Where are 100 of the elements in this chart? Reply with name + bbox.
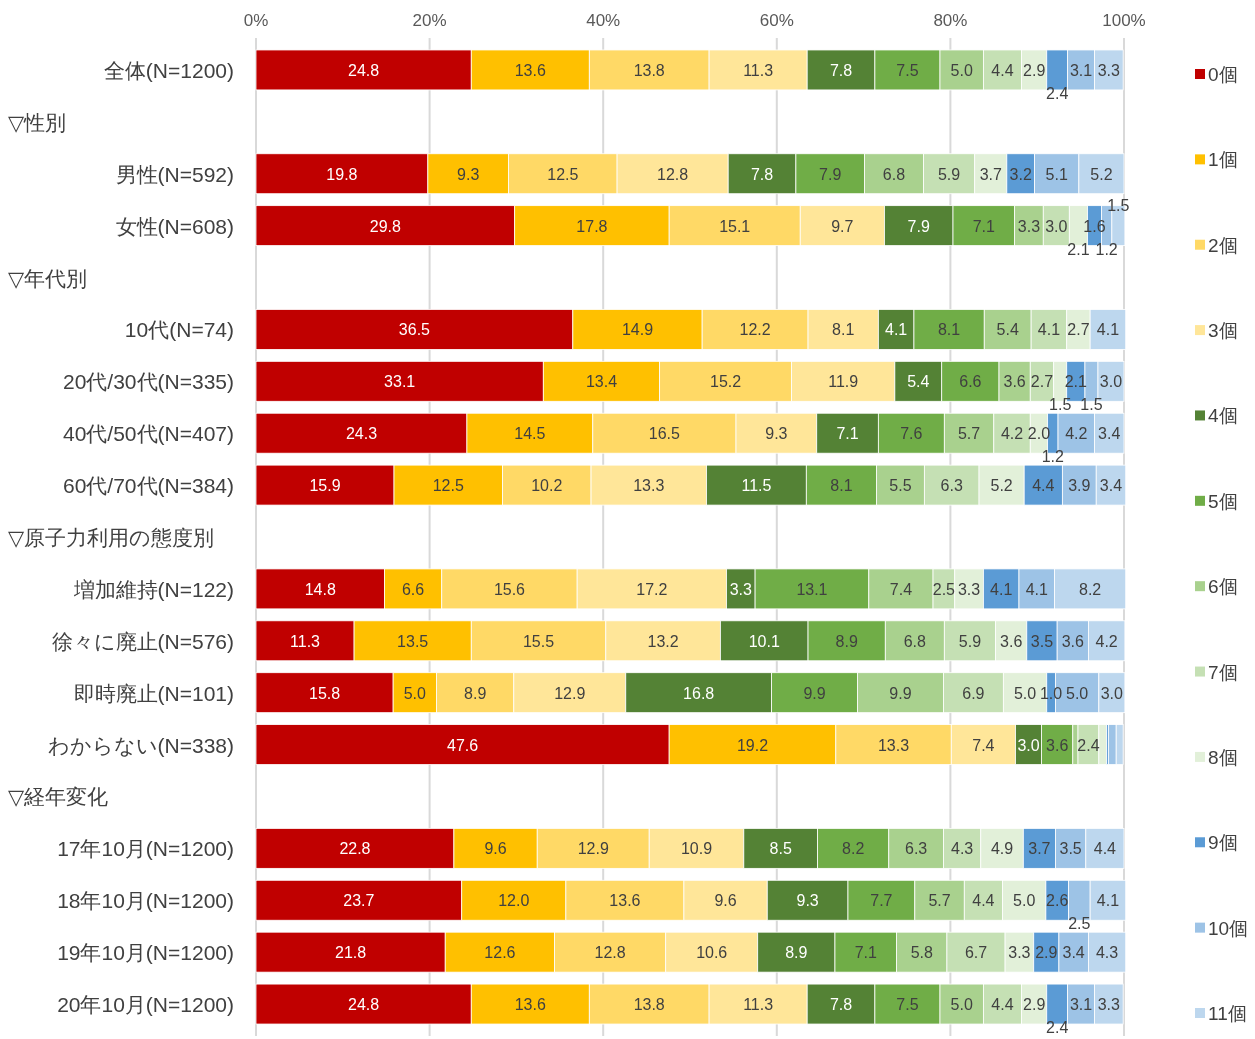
data-label: 3.3 [1017, 217, 1041, 235]
data-label: 14.5 [514, 425, 546, 443]
data-label: 3.4 [1099, 477, 1123, 495]
data-label: 22.8 [339, 840, 371, 858]
data-label: 3.3 [1097, 996, 1121, 1014]
data-label: 2.5 [932, 580, 956, 598]
data-label: 13.6 [514, 61, 546, 79]
data-label: 8.9 [835, 632, 858, 650]
legend-label: 9個 [1208, 832, 1238, 854]
data-label: 15.9 [309, 477, 341, 495]
y-tick-label: 18年10月(N=1200) [57, 889, 234, 913]
data-label: 7.8 [829, 61, 853, 79]
text: ▽年代別 [8, 266, 88, 290]
data-label: 4.4 [991, 61, 1014, 79]
data-label: 12.0 [498, 892, 530, 910]
data-label: 7.1 [854, 944, 877, 962]
data-label: 8.2 [842, 840, 865, 858]
data-label: 10.2 [531, 477, 563, 495]
y-tick-label: 60代/70代(N=384) [62, 474, 234, 498]
data-label: 10.1 [748, 632, 780, 650]
data-label: 2.4 [1046, 1019, 1069, 1037]
data-label: 2.1 [1067, 240, 1090, 258]
data-label: 11.9 [828, 373, 859, 391]
data-label: 8.9 [464, 684, 487, 702]
data-label: 2.5 [1068, 915, 1091, 933]
data-label: 3.3 [729, 580, 752, 598]
data-label: 6.8 [882, 165, 906, 183]
text: ▽性別 [8, 110, 67, 134]
data-label: 11.3 [290, 632, 321, 650]
legend-label: 3個 [1208, 320, 1238, 342]
text: ▽原子力利用の態度別 [8, 526, 215, 549]
data-label: 24.3 [345, 425, 378, 443]
data-label: 5.0 [950, 996, 973, 1014]
x-tick-label: 40% [586, 11, 621, 30]
legend-label: 10個 [1208, 917, 1249, 939]
data-label: 7.8 [829, 996, 853, 1014]
data-label: 8.2 [1079, 580, 1102, 598]
data-label: 9.6 [714, 892, 737, 910]
data-label: 4.1 [885, 321, 908, 339]
data-label: 15.1 [719, 217, 751, 235]
data-label: 6.9 [962, 684, 985, 702]
data-label: 7.9 [819, 165, 842, 183]
data-label: 6.8 [903, 632, 927, 650]
y-tick-label: わからない(N=338) [47, 733, 234, 757]
data-label: 13.1 [796, 580, 828, 598]
data-label: 5.0 [403, 684, 427, 702]
data-label: 3.3 [957, 580, 981, 598]
data-label: 13.3 [633, 477, 665, 495]
data-label: 6.3 [940, 477, 963, 495]
data-label: 3.0 [1099, 373, 1123, 391]
data-label: 13.2 [647, 632, 679, 650]
data-label: 3.6 [1046, 736, 1069, 754]
legend-label: 1個 [1208, 149, 1238, 171]
data-label: 9.9 [889, 684, 912, 702]
x-tick-label: 80% [933, 11, 968, 30]
data-label: 9.3 [765, 425, 788, 443]
data-label: 2.7 [1067, 321, 1090, 339]
data-label: 3.1 [1069, 61, 1093, 79]
data-label: 13.6 [609, 892, 641, 910]
data-label: 14.8 [304, 580, 336, 598]
data-label: 9.9 [803, 684, 826, 702]
x-tick-label: 100% [1102, 11, 1146, 30]
y-tick-label: 即時廃止(N=101) [73, 681, 234, 705]
data-label: 9.3 [457, 165, 480, 183]
data-label: 1.5 [1080, 396, 1103, 414]
legend-label: 6個 [1208, 576, 1238, 598]
data-label: 13.8 [633, 61, 665, 79]
data-label: 4.1 [1025, 580, 1048, 598]
data-label: 4.1 [1096, 892, 1120, 910]
data-label: 4.4 [1032, 477, 1055, 495]
data-label: 12.9 [577, 840, 609, 858]
data-label: 3.7 [1028, 840, 1051, 858]
y-tick-label: 17年10月(N=1200) [57, 837, 234, 861]
data-label: 10.6 [696, 944, 728, 962]
data-label: 8.5 [769, 840, 792, 858]
data-label: 5.4 [907, 373, 930, 391]
data-label: 3.5 [1030, 632, 1054, 650]
data-label: 12.9 [554, 684, 586, 702]
data-label: 2.4 [1046, 84, 1069, 102]
data-label: 17.8 [576, 217, 608, 235]
y-tick-label: 40代/50代(N=407) [62, 422, 234, 446]
data-label: 5.7 [928, 892, 951, 910]
data-label: 7.1 [972, 217, 996, 235]
legend-label: 2個 [1208, 234, 1238, 256]
legend-label: 4個 [1208, 405, 1238, 427]
y-tick-label: 10代(N=74) [124, 318, 234, 342]
y-tick-label: 20代/30代(N=335) [62, 370, 234, 394]
data-label: 6.6 [401, 580, 425, 598]
data-label: 6.3 [904, 840, 928, 858]
data-label: 1.5 [1049, 396, 1072, 414]
data-label: 4.3 [950, 840, 974, 858]
data-label: 16.8 [683, 684, 715, 702]
data-label: 4.9 [990, 840, 1014, 858]
data-label: 19.2 [736, 736, 769, 754]
x-tick-label: 20% [412, 11, 447, 30]
data-label: 3.6 [1000, 632, 1023, 650]
data-label: 2.7 [1030, 373, 1054, 391]
data-label: 1.2 [1041, 448, 1065, 466]
data-label: 3.9 [1068, 477, 1091, 495]
data-label: 4.3 [1095, 944, 1119, 962]
